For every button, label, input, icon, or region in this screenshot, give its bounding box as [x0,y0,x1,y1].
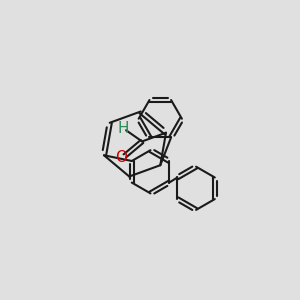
Text: O: O [115,150,127,165]
Text: H: H [118,121,129,136]
